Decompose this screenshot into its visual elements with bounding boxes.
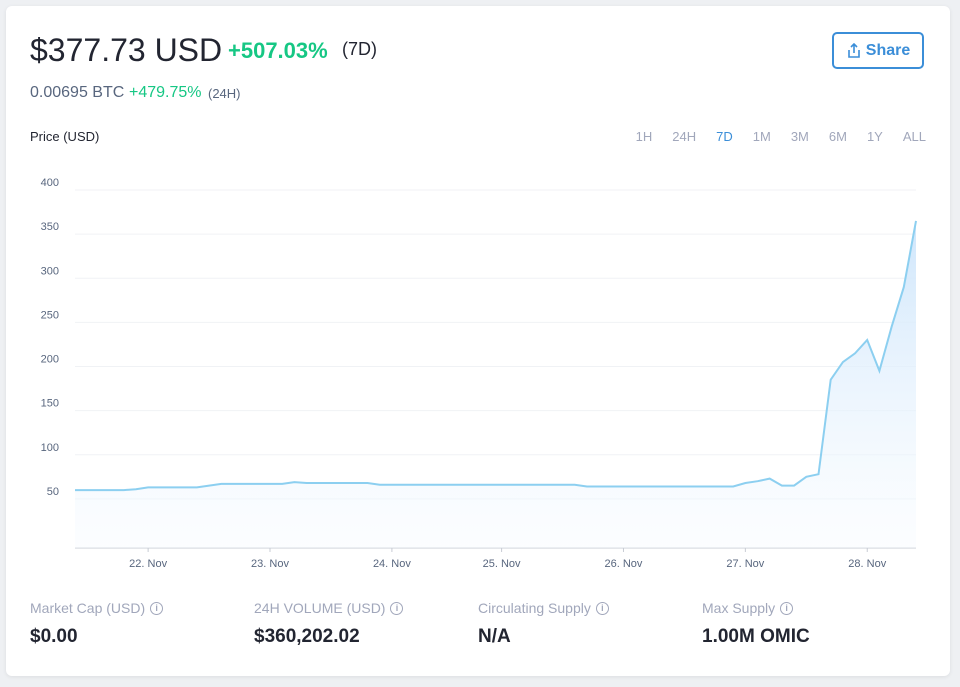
range-tab[interactable]: 6M [828,129,847,144]
info-icon: i [390,601,404,615]
x-tick-label: 25. Nov [483,558,521,570]
range-tab[interactable]: 1M [752,129,771,144]
y-tick-label: 200 [41,354,59,366]
x-tick-label: 28. Nov [848,558,886,570]
y-tick-label: 300 [41,265,59,277]
stat-value: 1.00M OMIC [702,626,810,647]
stat-value: $360,202.02 [254,626,360,647]
x-tick-label: 24. Nov [373,558,411,570]
stat-label-text: Circulating Supply [478,600,591,616]
chart: 50 100 150 200 250 300 350 400 22. Nov 23. Nov 24.… [41,177,917,570]
stat: Max Supply i 1.00M OMIC [702,600,810,648]
y-tick-label: 100 [41,442,59,454]
share-icon [847,42,860,58]
y-tick-label: 400 [41,177,59,189]
share-button[interactable]: Share [832,32,924,69]
y-tick-label: 150 [41,398,59,410]
stat-label: 24H VOLUME (USD) i [254,600,404,616]
stat-value: N/A [478,626,511,647]
card: $377.73 USD +507.03% (7D) 0.00695 BTC +4… [6,6,950,676]
stat-label: Circulating Supply i [478,600,609,616]
btc-price: 0.00695 BTC [30,84,125,101]
y-tick-label: 350 [41,221,59,233]
y-tick-label: 250 [41,309,59,321]
period-7d: (7D) [342,39,377,59]
range-tab[interactable]: 3M [790,129,809,144]
area [75,220,916,548]
range-tab[interactable]: 24H [672,129,697,144]
period-24h: (24H) [208,86,241,101]
range-tab[interactable]: 7D [716,129,733,144]
stat: Circulating Supply i N/A [478,600,609,648]
stat-label-text: 24H VOLUME (USD) [254,600,386,616]
stat-value: $0.00 [30,626,78,647]
share-label: Share [865,41,911,59]
x-tick-label: 27. Nov [726,558,764,570]
stat: Market Cap (USD) i $0.00 [30,600,164,648]
range-tab[interactable]: ALL [902,129,926,144]
range-tab[interactable]: 1Y [866,129,883,144]
range-tab[interactable]: 1H [635,129,653,144]
y-label: Price (USD) [30,129,100,144]
change-7d: +507.03% [228,38,328,63]
stat-label: Market Cap (USD) i [30,600,164,616]
info-icon: i [595,601,609,615]
price-line [75,220,917,492]
stat: 24H VOLUME (USD) i $360,202.02 [254,600,404,648]
info-icon: i [780,601,794,615]
stat-label: Max Supply i [702,600,810,616]
change-24h: +479.75% [129,84,202,101]
stat-label-text: Market Cap (USD) [30,600,146,616]
range-tabs: 1H 24H 7D 1M 3M 6M 1Y ALL [636,129,926,144]
info-icon: i [150,601,164,615]
x-tick-label: 23. Nov [251,558,289,570]
y-tick-label: 50 [47,486,59,498]
stat-label-text: Max Supply [702,600,776,616]
x-tick-label: 26. Nov [605,558,643,570]
x-tick-label: 22. Nov [129,558,167,570]
price: $377.73 USD [30,32,223,68]
